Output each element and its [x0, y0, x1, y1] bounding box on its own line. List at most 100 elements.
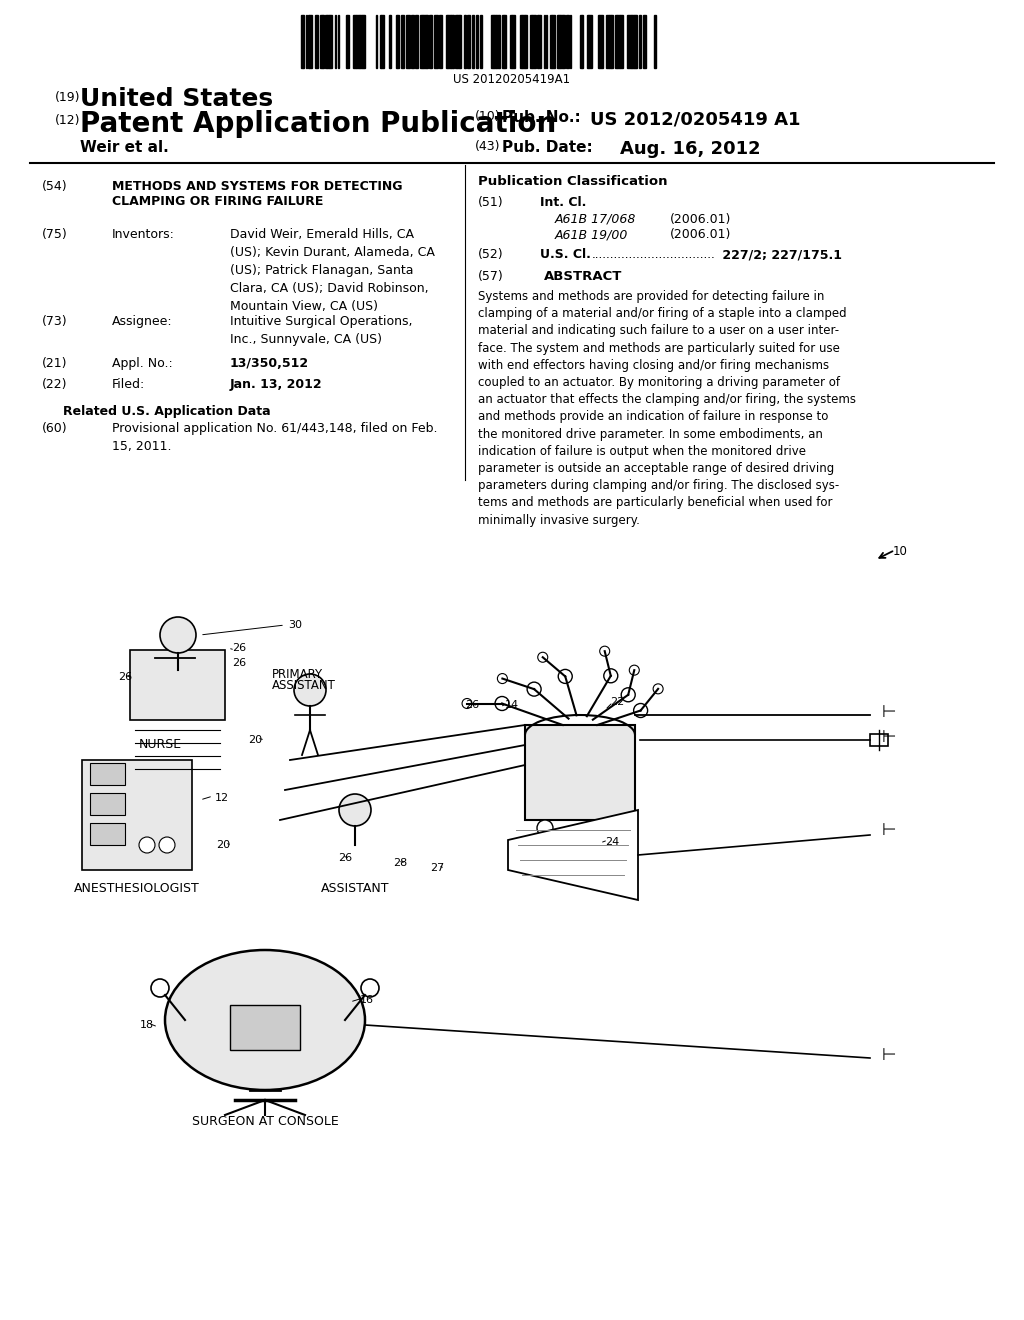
Text: PRIMARY: PRIMARY	[272, 668, 324, 681]
Text: ABSTRACT: ABSTRACT	[544, 271, 623, 282]
Text: Filed:: Filed:	[112, 378, 145, 391]
Text: (54): (54)	[42, 180, 68, 193]
Circle shape	[361, 979, 379, 997]
Text: 22: 22	[610, 697, 625, 708]
Circle shape	[604, 669, 617, 682]
Text: 26: 26	[232, 643, 246, 653]
Circle shape	[634, 704, 647, 718]
Text: Patent Application Publication: Patent Application Publication	[80, 110, 556, 139]
Text: 20: 20	[248, 735, 262, 744]
Text: (2006.01): (2006.01)	[670, 228, 731, 242]
Bar	[472, 15, 474, 69]
Bar	[639, 15, 641, 69]
Text: (57): (57)	[478, 271, 504, 282]
Bar	[512, 15, 515, 69]
Text: (51): (51)	[478, 195, 504, 209]
Text: 26: 26	[118, 672, 132, 682]
Circle shape	[538, 652, 548, 663]
Text: US 20120205419A1: US 20120205419A1	[454, 73, 570, 86]
Bar	[627, 15, 631, 69]
Circle shape	[630, 665, 639, 675]
Bar	[530, 15, 532, 69]
Bar	[423, 15, 426, 69]
Bar	[130, 649, 225, 719]
Text: A61B 19/00: A61B 19/00	[555, 228, 629, 242]
Bar	[415, 15, 418, 69]
Text: 14: 14	[505, 700, 519, 710]
Text: A61B 17/068: A61B 17/068	[555, 213, 636, 226]
Bar	[325, 15, 327, 69]
Circle shape	[151, 979, 169, 997]
Text: (73): (73)	[42, 315, 68, 327]
Text: Pub. Date:: Pub. Date:	[502, 140, 593, 154]
Bar	[532, 15, 536, 69]
Bar	[360, 15, 362, 69]
Bar	[82, 760, 193, 870]
Text: (10): (10)	[475, 110, 501, 123]
Text: 18: 18	[140, 1020, 155, 1030]
Bar	[550, 15, 552, 69]
Bar	[870, 734, 888, 746]
Text: US 2012/0205419 A1: US 2012/0205419 A1	[590, 110, 801, 128]
Text: Jan. 13, 2012: Jan. 13, 2012	[230, 378, 323, 391]
Bar	[611, 15, 613, 69]
Bar	[90, 822, 125, 845]
Bar	[496, 15, 499, 69]
Text: 26: 26	[338, 853, 352, 863]
Bar	[476, 15, 478, 69]
Bar	[490, 15, 493, 69]
Text: 27: 27	[430, 863, 444, 873]
Bar	[599, 15, 603, 69]
Text: (43): (43)	[475, 140, 501, 153]
Bar	[457, 15, 459, 69]
Text: CLAMPING OR FIRING FAILURE: CLAMPING OR FIRING FAILURE	[112, 195, 324, 209]
Text: U.S. Cl.: U.S. Cl.	[540, 248, 591, 261]
Circle shape	[339, 795, 371, 826]
Bar	[620, 15, 623, 69]
Text: Inventors:: Inventors:	[112, 228, 175, 242]
Bar	[589, 15, 592, 69]
Bar	[563, 15, 565, 69]
Text: 28: 28	[393, 858, 408, 869]
Bar	[606, 15, 609, 69]
Bar	[439, 15, 442, 69]
Bar	[510, 15, 512, 69]
Bar	[397, 15, 399, 69]
Text: 20: 20	[216, 840, 230, 850]
Text: ANESTHESIOLOGIST: ANESTHESIOLOGIST	[74, 882, 200, 895]
Circle shape	[622, 688, 635, 702]
Text: 227/2; 227/175.1: 227/2; 227/175.1	[718, 248, 842, 261]
Text: 26: 26	[232, 657, 246, 668]
Text: 30: 30	[288, 620, 302, 630]
Text: ASSISTANT: ASSISTANT	[272, 678, 336, 692]
Bar	[494, 15, 496, 69]
Text: ⊢: ⊢	[882, 729, 896, 746]
Text: Intuitive Surgical Operations,
Inc., Sunnyvale, CA (US): Intuitive Surgical Operations, Inc., Sun…	[230, 315, 413, 346]
Text: David Weir, Emerald Hills, CA
(US); Kevin Durant, Alameda, CA
(US); Patrick Flan: David Weir, Emerald Hills, CA (US); Kevi…	[230, 228, 435, 313]
Bar	[301, 15, 303, 69]
Text: (21): (21)	[42, 356, 68, 370]
Bar	[525, 15, 527, 69]
Circle shape	[498, 673, 508, 684]
Bar	[643, 15, 646, 69]
Bar	[525, 725, 635, 820]
Text: 24: 24	[605, 837, 620, 847]
Text: 10: 10	[893, 545, 908, 558]
Circle shape	[462, 698, 472, 709]
Text: Pub. No.:: Pub. No.:	[502, 110, 581, 125]
Bar	[434, 15, 438, 69]
Bar	[420, 15, 422, 69]
Circle shape	[653, 684, 664, 694]
Bar	[330, 15, 332, 69]
Circle shape	[527, 682, 541, 696]
Text: 13/350,512: 13/350,512	[230, 356, 309, 370]
Text: Int. Cl.: Int. Cl.	[540, 195, 587, 209]
Text: ⊢: ⊢	[882, 821, 896, 840]
Text: Assignee:: Assignee:	[112, 315, 173, 327]
Bar	[560, 15, 563, 69]
Polygon shape	[508, 810, 638, 900]
Bar	[347, 15, 349, 69]
Bar	[455, 15, 457, 69]
Bar	[319, 15, 322, 69]
Bar	[504, 15, 506, 69]
